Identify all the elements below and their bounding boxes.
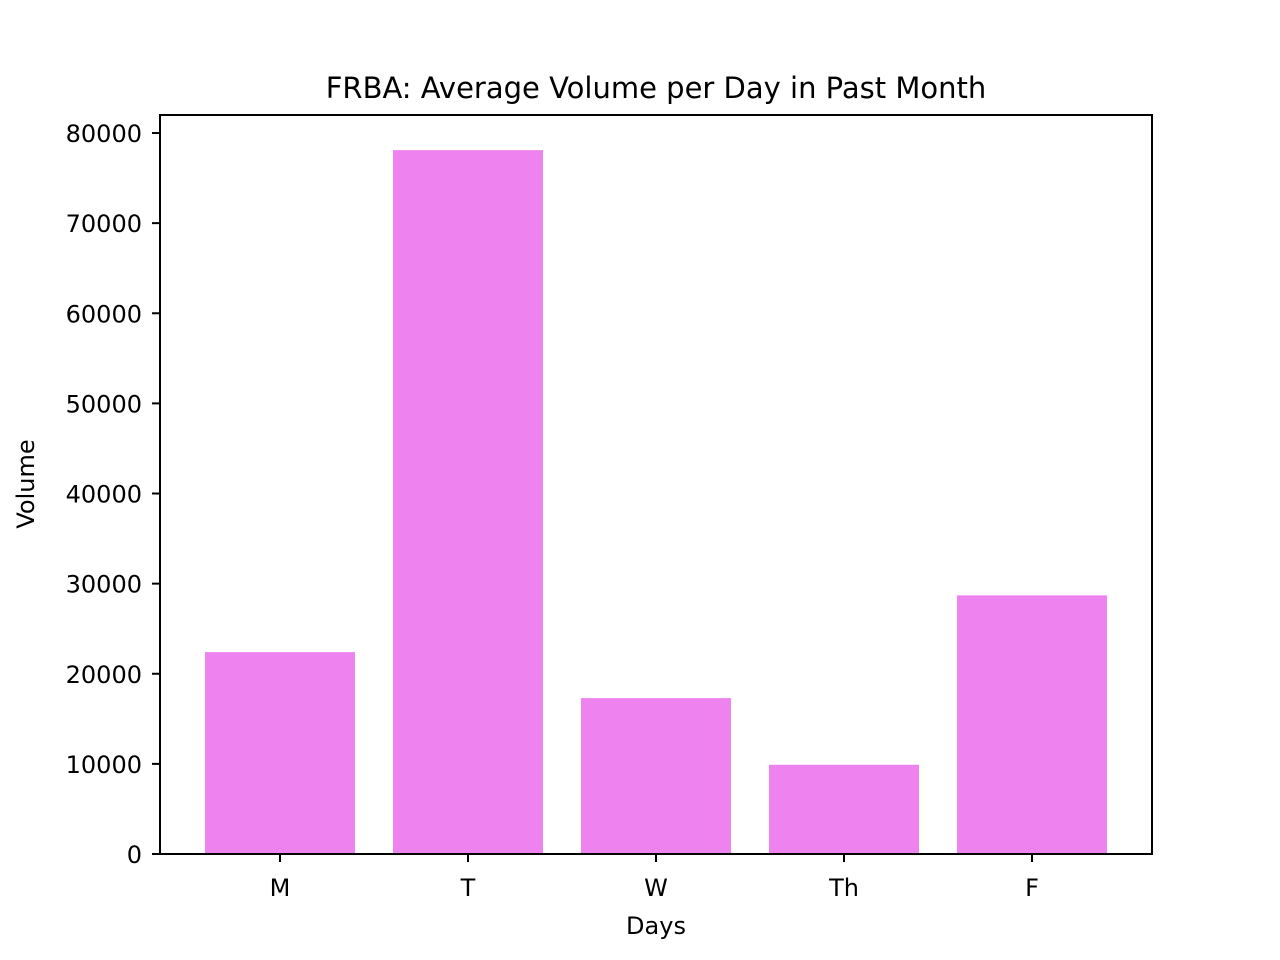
y-axis-label: Volume	[12, 439, 40, 528]
bar-w	[581, 698, 731, 854]
y-tick-label: 20000	[66, 661, 142, 689]
y-axis-ticks: 0 10000 20000 30000 40000 50000 60000 70000 8000…	[66, 120, 160, 869]
y-tick-label: 0	[127, 841, 142, 869]
plot-frame	[159, 114, 1153, 855]
y-tick-label: 70000	[66, 210, 142, 238]
x-tick-label: Th	[828, 874, 859, 902]
x-axis-label: Days	[626, 912, 686, 940]
bar-m	[205, 652, 355, 854]
x-tick-label: T	[460, 874, 476, 902]
bar-f	[957, 595, 1107, 854]
y-tick-label: 50000	[66, 390, 142, 418]
chart-title: FRBA: Average Volume per Day in Past Mon…	[326, 71, 987, 105]
x-tick-label: F	[1025, 874, 1039, 902]
y-tick-label: 10000	[66, 751, 142, 779]
x-axis-ticks: M T W Th F	[270, 854, 1039, 902]
x-tick-label: M	[270, 874, 291, 902]
y-tick-label: 80000	[66, 120, 142, 148]
bar-th	[769, 764, 919, 854]
y-tick-label: 40000	[66, 481, 142, 509]
x-tick-label: W	[644, 874, 668, 902]
bars-layer	[205, 150, 1107, 854]
y-tick-label: 30000	[66, 571, 142, 599]
bar-t	[393, 150, 543, 854]
y-tick-label: 60000	[66, 300, 142, 328]
